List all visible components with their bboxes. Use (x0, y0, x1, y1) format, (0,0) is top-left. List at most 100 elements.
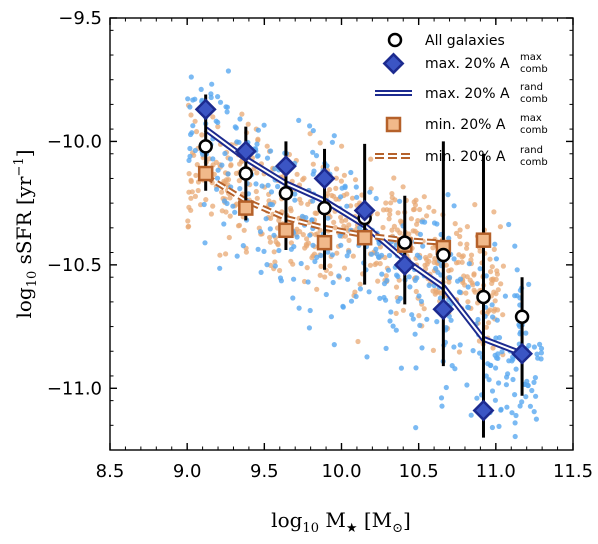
blue-point (314, 254, 320, 260)
orange-point (188, 195, 194, 201)
blue-point (307, 123, 313, 129)
min-square-marker (238, 200, 254, 216)
blue-point (277, 275, 284, 281)
blue-point (257, 229, 264, 235)
orange-point (339, 143, 345, 149)
blue-point (272, 166, 278, 172)
orange-point (452, 221, 458, 227)
blue-point (348, 169, 354, 176)
blue-point (447, 274, 453, 281)
all-galaxies-marker (317, 200, 332, 216)
blue-point (445, 192, 451, 198)
orange-point (460, 253, 466, 259)
blue-point (503, 382, 509, 388)
orange-point (188, 177, 194, 183)
orange-point (453, 230, 460, 236)
orange-point (416, 313, 422, 319)
blue-point (527, 403, 534, 409)
blue-point (412, 277, 418, 283)
blue-point (221, 198, 227, 204)
blue-point (323, 291, 329, 298)
orange-point (341, 172, 347, 178)
blue-point (259, 183, 265, 189)
legend-marker-max-diamond (382, 52, 405, 75)
orange-point (215, 124, 221, 130)
orange-point (387, 207, 393, 213)
orange-point (492, 298, 498, 304)
blue-point (443, 325, 449, 331)
blue-point (268, 148, 274, 154)
all-galaxies-marker (397, 235, 413, 250)
orange-point (267, 239, 273, 245)
blue-point (407, 284, 413, 290)
orange-point (383, 200, 389, 206)
blue-point (219, 162, 225, 168)
blue-point (513, 412, 519, 419)
blue-point (519, 399, 525, 405)
blue-point (189, 130, 195, 136)
blue-point (290, 295, 296, 301)
blue-point (330, 279, 336, 286)
blue-point (383, 345, 389, 351)
orange-point (393, 310, 399, 316)
blue-point (271, 232, 277, 238)
min-square-marker (316, 234, 333, 251)
blue-point (338, 194, 344, 200)
blue-point (336, 273, 342, 279)
blue-point (192, 147, 198, 154)
orange-point (490, 345, 496, 351)
orange-point (219, 189, 225, 195)
orange-point (391, 223, 397, 229)
blue-point (417, 322, 423, 328)
orange-point (237, 161, 243, 167)
x-tick-label: 11.0 (476, 461, 516, 482)
max-diamond-marker (511, 342, 534, 365)
orange-point (235, 223, 242, 229)
legend-sub-min-comb-max: comb (520, 125, 548, 136)
max-diamond-marker (353, 199, 376, 222)
blue-point (201, 201, 207, 208)
orange-point (455, 259, 461, 265)
blue-point (299, 213, 305, 219)
blue-point (510, 376, 516, 383)
blue-point (451, 256, 457, 262)
orange-point (227, 213, 233, 219)
blue-point (275, 183, 281, 190)
orange-point (264, 143, 270, 149)
orange-point (423, 254, 429, 261)
orange-point (400, 307, 406, 313)
blue-point (237, 186, 243, 192)
orange-point (189, 189, 195, 195)
orange-point (223, 209, 229, 215)
min-square-marker (278, 222, 294, 239)
all-galaxies-marker (198, 139, 213, 154)
blue-point (534, 351, 540, 357)
orange-point (471, 287, 477, 293)
max-diamond-marker (313, 167, 336, 190)
y-axis-title: log10 sSFR [yr−1] (12, 149, 40, 318)
blue-point (496, 423, 502, 429)
blue-point (345, 276, 351, 282)
blue-point (232, 209, 238, 215)
orange-point (332, 225, 338, 231)
y-tick-label: −10.5 (47, 255, 102, 276)
blue-point (517, 403, 523, 409)
x-tick-label: 11.5 (553, 461, 593, 482)
y-tick-label: −11.0 (47, 378, 102, 399)
blue-point (465, 304, 471, 310)
orange-point (210, 114, 216, 120)
blue-point (489, 302, 495, 308)
blue-point (533, 416, 540, 422)
blue-point (215, 119, 221, 125)
max-diamond-marker (472, 399, 495, 422)
blue-point (325, 215, 331, 221)
blue-point (509, 358, 515, 364)
blue-point (494, 317, 500, 323)
blue-point (381, 294, 387, 301)
orange-point (221, 178, 227, 184)
legend-label-max-comb-rand: max. 20% A (425, 86, 510, 102)
all-galaxies-marker (476, 289, 491, 305)
max-diamond-marker (234, 140, 257, 163)
blue-point (511, 392, 518, 398)
